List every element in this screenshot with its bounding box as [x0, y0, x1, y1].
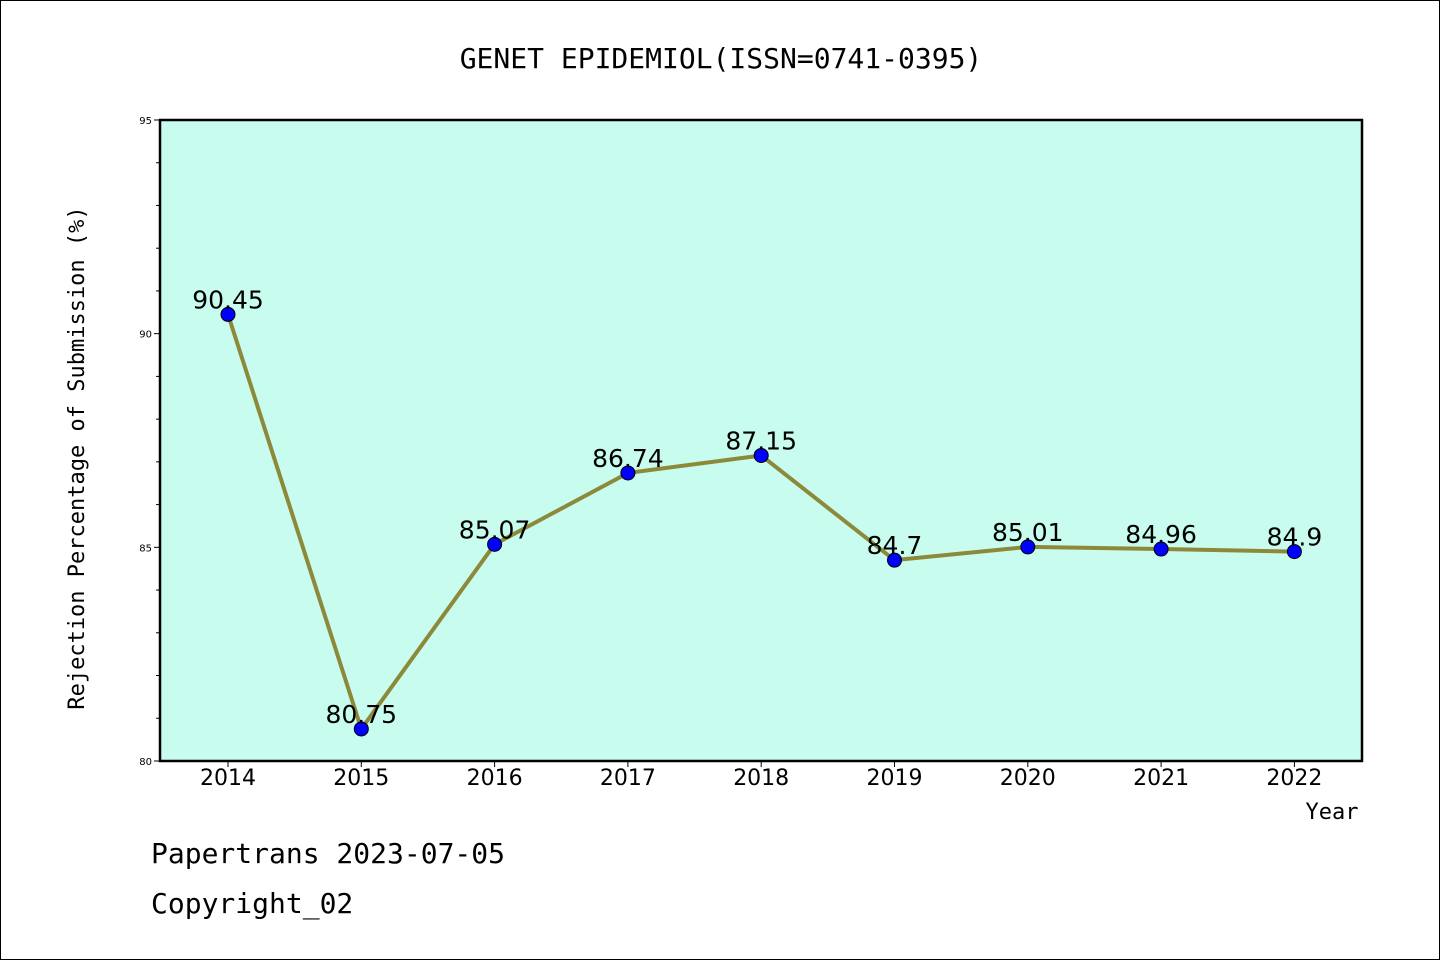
- x-tick-label: 2018: [733, 766, 789, 791]
- y-tick-label: 80: [139, 757, 152, 768]
- data-point: [753, 447, 769, 463]
- x-tick-label: 2014: [200, 766, 256, 791]
- y-tick-label: 95: [139, 116, 152, 127]
- x-tick-label: 2015: [333, 766, 389, 791]
- data-label: 90.45: [192, 285, 264, 314]
- x-tick-label: 2021: [1133, 766, 1189, 791]
- data-point: [1020, 539, 1036, 555]
- data-point: [1153, 541, 1169, 557]
- data-label: 86.74: [592, 444, 664, 473]
- data-label: 85.01: [992, 518, 1064, 547]
- data-point: [487, 536, 503, 552]
- chart-title: GENET EPIDEMIOL(ISSN=0741-0395): [460, 42, 983, 75]
- footer-copyright: Copyright_02: [151, 887, 354, 920]
- data-label: 85.07: [459, 515, 531, 544]
- x-axis: 2014 2015 2016 2017 2018 2019 2020 2021 2022: [200, 761, 1322, 791]
- y-tick-label: 85: [139, 543, 152, 554]
- data-label: 84.7: [867, 531, 923, 560]
- data-labels: 90.45 80.75 85.07 86.74 87.15 84.7 85.01 84.96 8…: [192, 285, 1322, 729]
- x-tick-label: 2016: [467, 766, 523, 791]
- data-point: [353, 721, 369, 737]
- data-point: [887, 552, 902, 568]
- data-point: [620, 465, 636, 481]
- y-axis-label: Rejection Percentage of Submission (%): [65, 206, 90, 709]
- data-label: 84.9: [1267, 523, 1323, 552]
- footer-date: Papertrans 2023-07-05: [151, 837, 506, 870]
- data-point: [1286, 544, 1302, 560]
- y-axis: 80 85 90 95: [139, 116, 160, 768]
- x-tick-label: 2022: [1266, 766, 1322, 791]
- x-tick-label: 2020: [1000, 766, 1056, 791]
- data-label: 87.15: [725, 426, 797, 455]
- y-tick-label: 90: [139, 330, 152, 341]
- data-point: [220, 306, 236, 322]
- x-axis-label: Year: [1306, 800, 1359, 825]
- data-label: 80.75: [326, 700, 398, 729]
- plot-area: [158, 118, 1364, 763]
- x-tick-label: 2019: [867, 766, 923, 791]
- data-label: 84.96: [1125, 520, 1197, 549]
- x-tick-label: 2017: [600, 766, 656, 791]
- series-line: [220, 306, 1302, 737]
